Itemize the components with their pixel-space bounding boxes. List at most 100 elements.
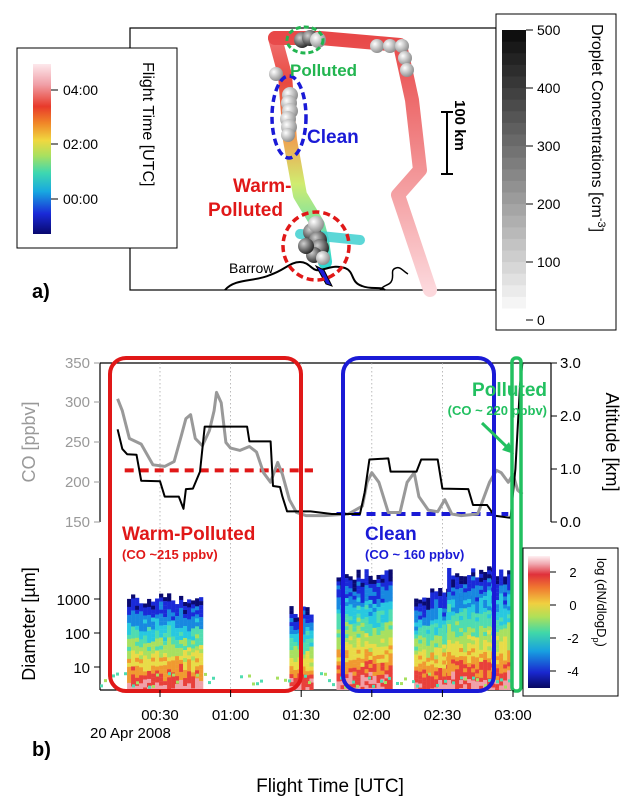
heatmap-cell [495, 648, 500, 653]
heatmap-cell [305, 619, 310, 624]
heatmap-cell [147, 666, 152, 672]
heatmap-cell [163, 677, 168, 682]
heatmap-cell [451, 659, 456, 664]
heatmap-cell [376, 618, 381, 624]
heatmap-cell [289, 606, 294, 611]
heatmap-cell [348, 604, 353, 609]
heatmap-cell [135, 637, 140, 643]
heatmap-cell [175, 672, 180, 677]
droplet-band [502, 134, 526, 147]
clean-region-ellipse [270, 74, 308, 160]
heatmap-cell [459, 592, 464, 597]
heatmap-cell [116, 672, 119, 676]
heatmap-cell [127, 666, 132, 672]
heatmap-cell [475, 681, 480, 686]
heatmap-cell [499, 661, 504, 666]
heatmap-cell [183, 614, 188, 619]
heatmap-cell [388, 657, 393, 662]
heatmap-cell [131, 654, 136, 659]
heatmap-cell [455, 685, 460, 690]
heatmap-cell [434, 595, 439, 600]
heatmap-cell [289, 662, 294, 667]
heatmap-cell [422, 677, 427, 682]
heatmap-cell [499, 641, 504, 646]
heatmap-cell [503, 652, 508, 657]
heatmap-cell [135, 645, 140, 651]
heatmap-cell [155, 626, 160, 631]
heatmap-cell [384, 614, 389, 619]
heatmap-cell [301, 650, 306, 655]
heatmap-cell [467, 671, 472, 676]
heatmap-cell [503, 616, 508, 621]
heatmap-cell [356, 597, 361, 602]
heatmap-cell [372, 639, 377, 645]
heatmap-cell [191, 628, 196, 633]
heatmap-cell [163, 621, 168, 626]
heatmap-cell [364, 653, 369, 658]
heatmap-cell [487, 642, 492, 647]
heatmap-cell [187, 667, 192, 672]
heatmap-cell [159, 593, 164, 598]
heatmap-cell [147, 618, 152, 624]
heatmap-cell [451, 595, 456, 600]
altitude-axis-ticks: 3.0 2.0 1.0 0.0 Altitude [km] [551, 355, 622, 531]
heatmap-cell [289, 622, 294, 627]
heatmap-cell [499, 585, 504, 590]
heatmap-cell [159, 597, 164, 602]
heatmap-cell [463, 584, 468, 589]
heatmap-cell [459, 620, 464, 625]
heatmap-cell [147, 606, 152, 612]
heatmap-cell [171, 652, 176, 657]
heatmap-cell [191, 668, 196, 673]
heatmap-cell [163, 625, 168, 630]
heatmap-cell [143, 623, 148, 628]
heatmap-cell [344, 646, 349, 651]
heatmap-cell [368, 627, 373, 633]
heatmap-cell [467, 635, 472, 640]
heatmap-cell [438, 680, 443, 685]
heatmap-cell [336, 605, 341, 610]
heatmap-cell [143, 679, 148, 684]
heatmap-cell [475, 589, 480, 594]
heatmap-cell [495, 596, 500, 601]
heatmap-cell [360, 650, 365, 656]
droplet-band [502, 250, 526, 263]
heatmap-cell [472, 676, 475, 680]
heatmap-cell [471, 596, 476, 601]
heatmap-cell [426, 605, 431, 610]
heatmap-cell [155, 654, 160, 659]
heatmap-cell [336, 609, 341, 614]
heatmap-cell [447, 663, 452, 669]
heatmap-cell [364, 685, 369, 690]
heatmap-cell [301, 606, 306, 611]
annot-polluted: Polluted [472, 380, 547, 401]
heatmap-cell [463, 684, 468, 689]
heatmap-cell [503, 668, 508, 673]
heatmap-cell [442, 644, 447, 649]
heatmap-cell [159, 677, 164, 682]
heatmap-cell [199, 633, 204, 638]
heatmap-cell [455, 649, 460, 654]
heatmap-cell [442, 608, 447, 613]
heatmap-cell [499, 629, 504, 634]
heatmap-cell [309, 622, 314, 627]
heatmap-cell [455, 665, 460, 670]
heatmap-cell [499, 633, 504, 638]
heatmap-cell [163, 637, 168, 642]
size-distribution-heatmap [100, 566, 512, 690]
heatmap-cell [388, 573, 393, 578]
heatmap-cell [364, 597, 369, 602]
heatmap-cell [368, 639, 373, 645]
heatmap-cell [388, 649, 393, 654]
heatmap-cell [360, 590, 365, 596]
heatmap-cell [463, 616, 468, 621]
heatmap-cell [368, 579, 373, 585]
x-tick-label-3: 02:00 [353, 707, 391, 724]
heatmap-cell [463, 640, 468, 645]
heatmap-cell [475, 577, 480, 582]
heatmap-cell [434, 611, 439, 616]
heatmap-cell [459, 576, 464, 581]
heatmap-cell [495, 612, 500, 617]
heatmap-cell [179, 623, 184, 629]
